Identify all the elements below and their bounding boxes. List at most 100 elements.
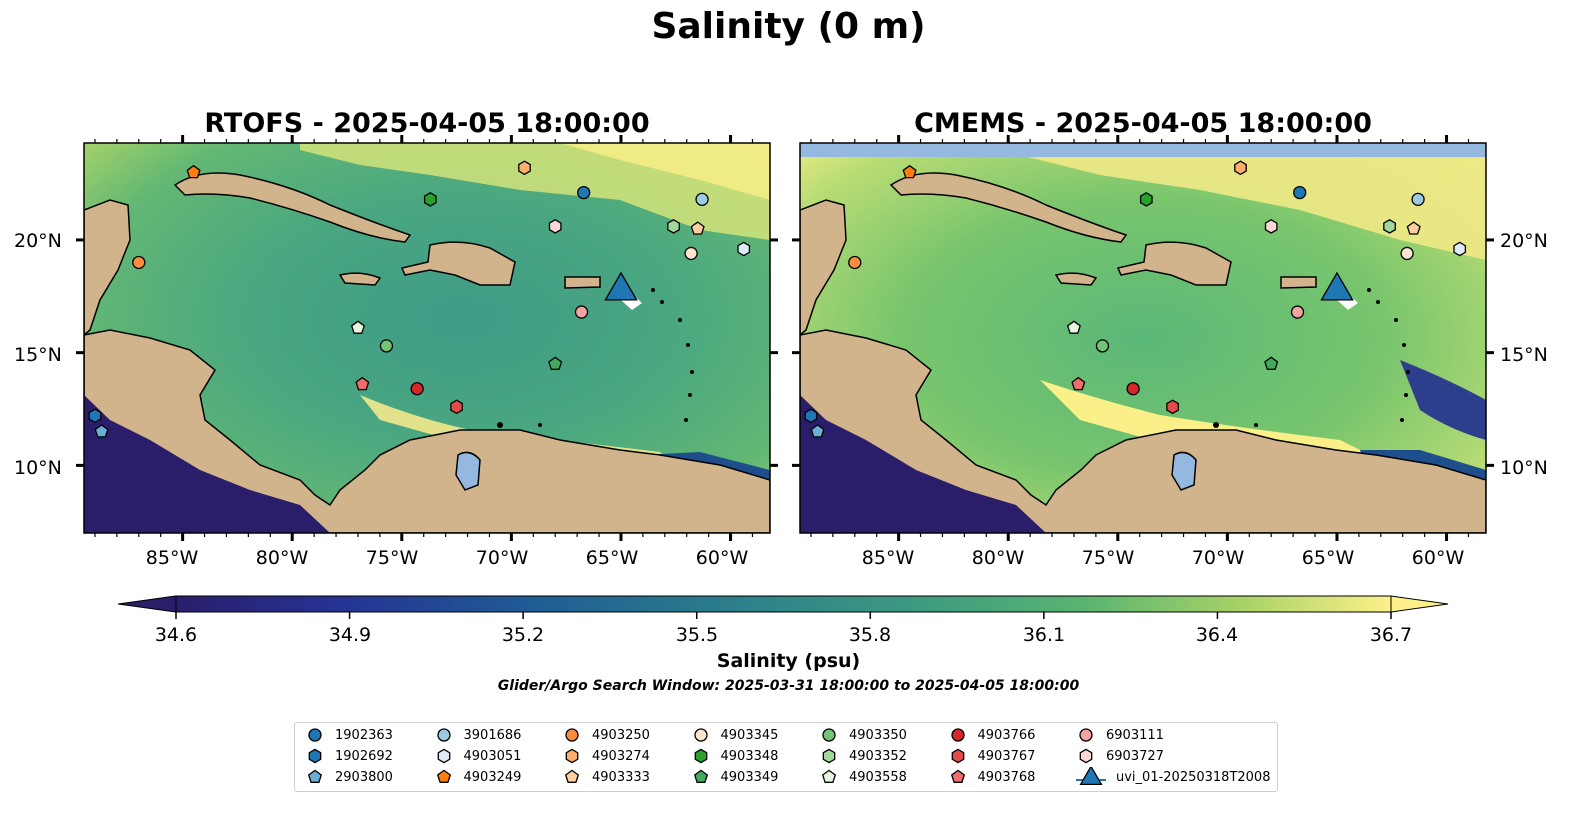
lon-label-85w-p2: 85°W (861, 547, 915, 569)
cmems-map (800, 143, 1486, 533)
legend-pentagon-icon (307, 769, 323, 783)
figure-title: Salinity (0 m) (651, 6, 926, 47)
legend-item-label: 4903250 (592, 727, 650, 743)
search-window-note: Glider/Argo Search Window: 2025-03-31 18… (497, 678, 1080, 694)
legend-item-label: 6903111 (1106, 727, 1164, 743)
rtofs-jamaica (338, 272, 382, 286)
legend-item: 6903727 (1076, 746, 1164, 766)
cmems-lake-maracaibo (1171, 451, 1197, 491)
cmems-coastal-plume (1040, 380, 1380, 462)
lon-label-70w-p1: 70°W (475, 547, 529, 569)
legend-item: 4903766 (948, 725, 1036, 745)
legend-pentagon-icon (821, 769, 837, 783)
legend-hexagon-icon (308, 748, 322, 764)
rtofs-marker-4903249 (186, 164, 201, 179)
legend-pentagon-icon (693, 769, 708, 783)
colorbar-low-extension (117, 595, 177, 613)
legend-circle-icon (950, 728, 965, 742)
lat-label-10n-right: 10°N (1500, 457, 1548, 479)
lat-label-20n-left: 20°N (14, 230, 62, 252)
legend-pentagon-icon (436, 769, 451, 783)
legend-circle-icon (822, 728, 836, 742)
legend-item-label: 4903352 (849, 748, 907, 764)
legend-item-label: 1902692 (335, 748, 393, 764)
cmems-marker-4903768 (1071, 376, 1086, 391)
cmems-marker-6903727 (1264, 219, 1278, 234)
legend-item: 4903274 (562, 746, 650, 766)
cmems-marker-4903345 (1400, 246, 1414, 261)
rtofs-marker-4903767 (450, 399, 463, 415)
legend-item: 2903800 (305, 767, 393, 787)
cmems-marker-4903274 (1234, 160, 1247, 176)
cmems-central-south-america (800, 329, 1486, 533)
legend-item-label: 4903249 (463, 769, 522, 785)
colorbar-tick-label: 34.9 (328, 624, 372, 646)
colorbar-tick-label: 35.2 (501, 624, 545, 646)
legend-circle-icon (565, 728, 579, 742)
legend-pentagon-icon (564, 769, 580, 783)
legend-item: 1902363 (305, 725, 393, 745)
legend-item-label: 4903558 (849, 769, 907, 785)
rtofs-marker-4903352 (667, 219, 680, 234)
rtofs-marker-uvi_01-20250318T2008 (604, 271, 638, 301)
legend-item: 4903558 (819, 767, 907, 787)
legend-circle-icon (1079, 728, 1093, 742)
rtofs-marker-1902692 (88, 408, 102, 424)
legend-item: 4903348 (691, 746, 779, 766)
lon-label-65w-p2: 65°W (1301, 547, 1355, 569)
rtofs-markers (88, 160, 751, 438)
cmems-marker-4903352 (1383, 219, 1396, 234)
lon-label-65w-p1: 65°W (585, 547, 639, 569)
cmems-eddy (1400, 360, 1486, 440)
cmems-marker-4903767 (1166, 399, 1179, 415)
legend-item: 4903767 (948, 746, 1035, 766)
rtofs-marker-1902363 (577, 185, 591, 200)
cmems-hispaniola (1116, 241, 1232, 286)
legend-item: 4903333 (562, 767, 650, 787)
rtofs-cuba (173, 172, 412, 243)
lon-label-60w-p2: 60°W (1411, 547, 1465, 569)
legend-item-label: 4903350 (849, 727, 907, 743)
legend-item: 1902692 (305, 746, 393, 766)
cmems-marker-1902363 (1293, 185, 1307, 200)
legend-hexagon-icon (437, 748, 450, 764)
cmems-marker-4903250 (848, 255, 862, 270)
legend-circle-icon (693, 728, 708, 742)
legend-hexagon-icon (951, 748, 964, 764)
cmems-marker-2903800 (810, 424, 825, 438)
colorbar-high-extension (1390, 595, 1449, 613)
legend-item: 4903249 (434, 767, 522, 787)
rtofs-map (84, 143, 770, 533)
colorbar-tick-label: 35.5 (675, 624, 719, 646)
cmems-puerto-rico (1280, 276, 1317, 289)
rtofs-puerto-rico (564, 276, 601, 289)
legend-item-label: 4903348 (720, 748, 779, 764)
legend-hexagon-icon (822, 748, 836, 764)
legend-item-label: 4903766 (977, 727, 1036, 743)
legend-item-label: 4903349 (720, 769, 779, 785)
legend-item-label: 1902363 (335, 727, 393, 743)
rtofs-marker-4903349 (548, 356, 563, 370)
rtofs-marker-2903800 (94, 424, 109, 438)
panel-title-rtofs: RTOFS - 2025-04-05 18:00:00 (204, 108, 650, 139)
legend-hexagon-icon (1079, 748, 1093, 764)
rtofs-marker-4903348 (423, 192, 437, 207)
cmems-marker-uvi_01-20250318T2008 (1320, 271, 1354, 301)
legend-item: 4903250 (562, 725, 650, 745)
legend-circle-icon (308, 728, 322, 742)
rtofs-marker-4903333 (690, 221, 705, 235)
legend-item: 4903350 (819, 725, 907, 745)
legend: 1902363 1902692 2903800 3901686 4903051 49032… (294, 722, 1278, 792)
rtofs-marker-6903111 (574, 305, 589, 319)
lon-label-75w-p1: 75°W (365, 547, 419, 569)
legend-item-label: 4903768 (977, 769, 1036, 785)
lon-label-75w-p2: 75°W (1081, 547, 1135, 569)
colorbar-tick-label: 36.7 (1369, 624, 1413, 646)
legend-item-label: 4903345 (720, 727, 779, 743)
colorbar-label: Salinity (psu) (716, 650, 861, 672)
colorbar-gradient (175, 595, 1392, 613)
legend-item-label: 3901686 (463, 727, 522, 743)
lat-label-15n-left: 15°N (14, 344, 62, 366)
lon-label-60w-p1: 60°W (695, 547, 749, 569)
legend-item: 4903349 (691, 767, 779, 787)
